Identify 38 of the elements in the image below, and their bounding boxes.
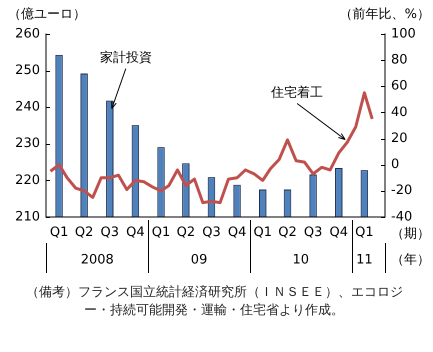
y2-tick-label: -20 <box>391 183 412 198</box>
y2-tick-label: -40 <box>391 209 412 224</box>
y-axis-title: （億ユーロ） <box>8 7 86 22</box>
y2-tick-label: 60 <box>391 78 408 94</box>
text: 10 <box>292 252 310 268</box>
x-tick-label: Q4 <box>126 225 145 240</box>
y2-tick-label: 100 <box>391 26 416 42</box>
y-tick-label: 250 <box>15 62 40 78</box>
text: 住宅着工 <box>270 84 324 100</box>
x-tick-label: Q3 <box>202 225 221 240</box>
text: （期） <box>391 226 430 242</box>
y2-tick-label: 0 <box>391 157 400 172</box>
x-tick-label: Q4 <box>330 225 348 240</box>
y2-tick-label: 20 <box>391 130 408 146</box>
x-tick-label: Q2 <box>176 225 196 240</box>
y-tick-label: 220 <box>15 172 40 188</box>
text: 09 <box>190 252 208 268</box>
y-tick-label: 210 <box>15 209 40 224</box>
y-tick-label: 230 <box>15 136 40 152</box>
x-tick-label: Q1 <box>355 225 374 240</box>
y-tick-label: 240 <box>15 100 40 115</box>
x-tick-label: Q1 <box>152 225 170 240</box>
text: 2008 <box>80 252 114 268</box>
x-tick-label: Q1 <box>253 225 272 240</box>
text: 11 <box>356 252 373 268</box>
y-tick-label: 260 <box>15 26 40 42</box>
text: （備考）フランス国立統計経済研究所（ＩＮＳＥＥ）、エコロジー・持続可能開発・運輸・住宅省より作成。 <box>26 284 404 320</box>
x-tick-label: Q4 <box>228 225 246 240</box>
x-tick-label: Q2 <box>278 225 297 240</box>
y2-axis-title: （前年比、%） <box>340 7 430 22</box>
y2-tick-label: 40 <box>391 104 408 120</box>
text: （年） <box>391 252 430 268</box>
x-tick-label: Q2 <box>74 225 94 240</box>
x-tick-label: Q1 <box>50 225 68 240</box>
y2-tick-label: 80 <box>391 52 408 68</box>
x-tick-label: Q3 <box>100 225 120 240</box>
x-tick-label: Q3 <box>304 225 322 240</box>
series-label: 家計投資 <box>100 49 152 66</box>
